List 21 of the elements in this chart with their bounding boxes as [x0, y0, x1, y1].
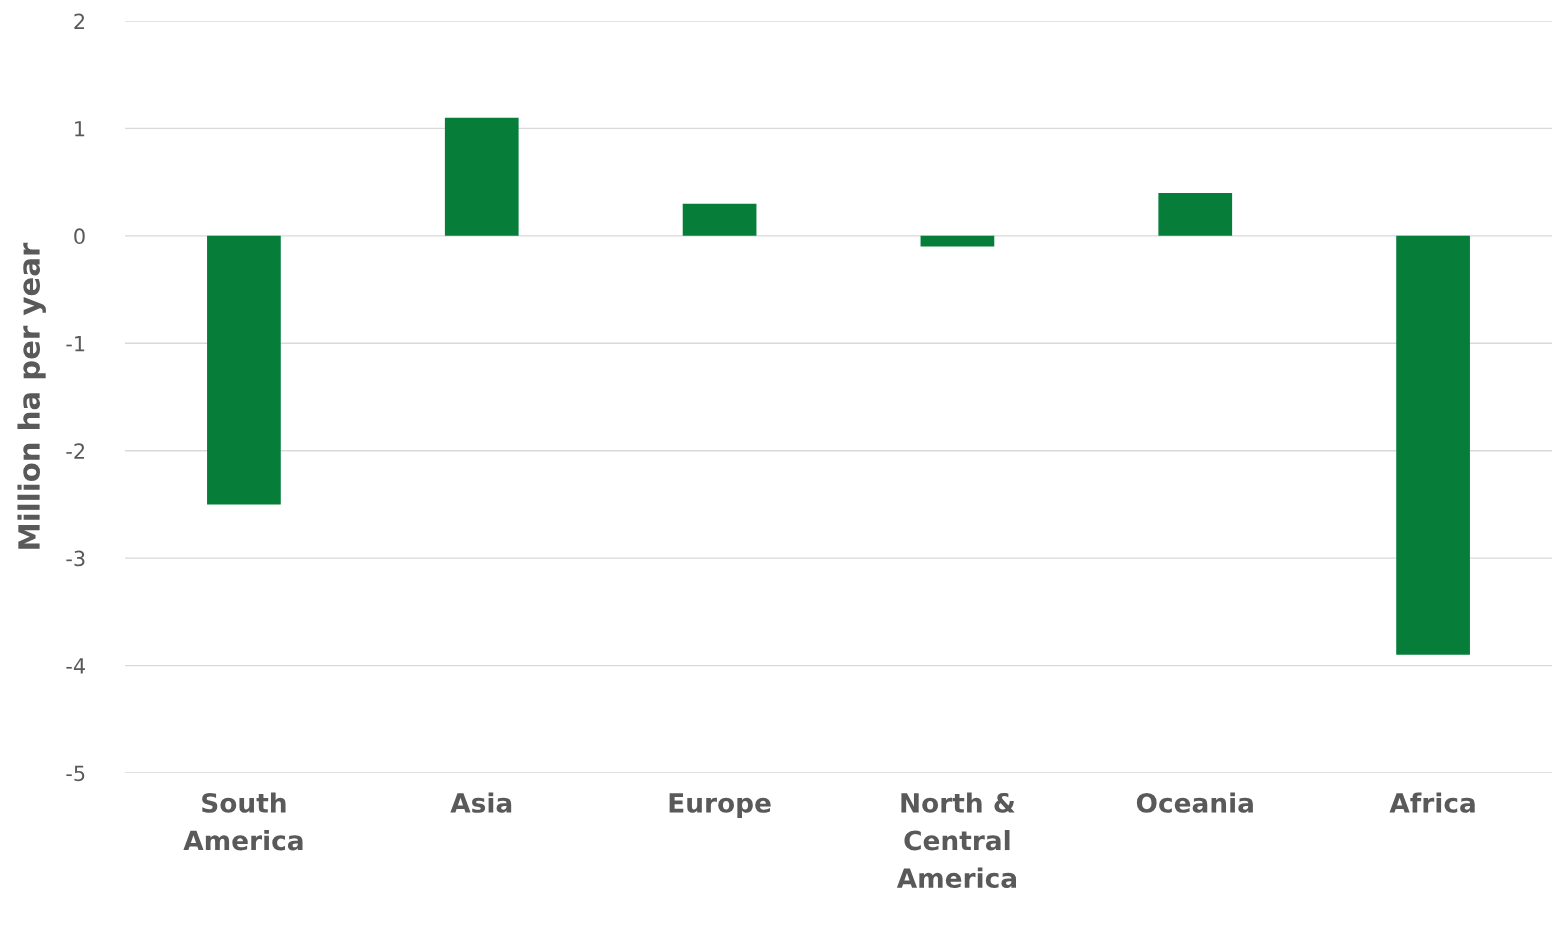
x-tick-label: Oceania: [1136, 792, 1253, 813]
bar: [920, 235, 995, 247]
bar: [1396, 235, 1470, 655]
bar: [207, 235, 281, 505]
y-axis-title: Million ha per year: [17, 242, 46, 549]
y-tick-label: -5: [66, 765, 85, 782]
y-tick-label: -3: [66, 550, 85, 567]
y-tick-label: -4: [66, 658, 85, 674]
x-tick-label: Europe: [669, 793, 771, 818]
y-tick-label: -2: [66, 443, 85, 459]
y-tick-label: 0: [74, 228, 85, 245]
x-tick-label: Asia: [450, 792, 512, 813]
bar: [1158, 192, 1233, 236]
y-tick-label: 2: [74, 13, 85, 29]
x-tick-label: Africa: [1389, 792, 1475, 813]
y-tick-label: -1: [66, 336, 85, 352]
x-tick-label: North & Central America: [896, 792, 1017, 889]
x-tick-label: South America: [183, 792, 303, 851]
bar: [444, 117, 519, 236]
y-tick-label: 1: [75, 121, 85, 137]
bar: [682, 203, 757, 236]
